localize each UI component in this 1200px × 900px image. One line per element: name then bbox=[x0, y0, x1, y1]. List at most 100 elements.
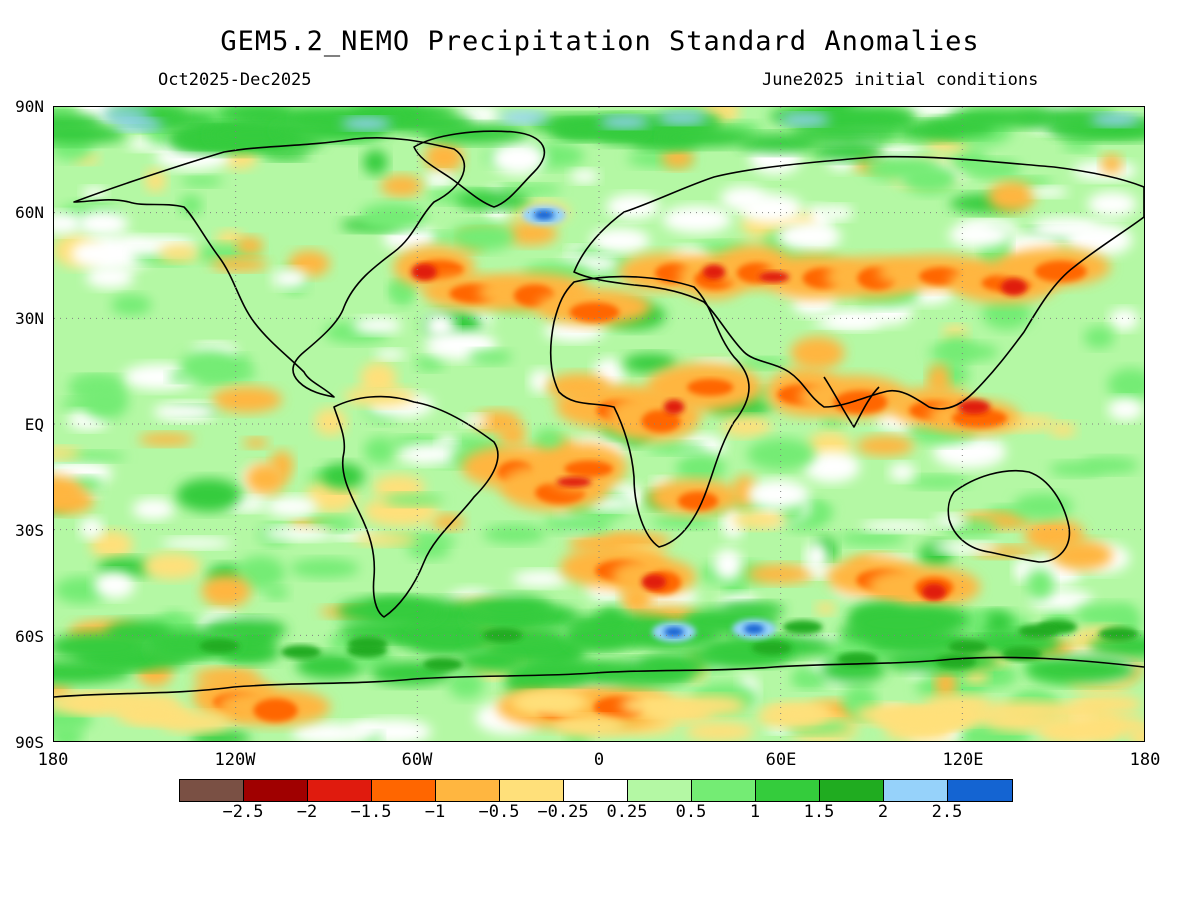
anomaly-patch bbox=[347, 636, 388, 651]
anomaly-patch bbox=[190, 730, 251, 741]
anomaly-patch bbox=[782, 620, 823, 635]
colorbar-swatch bbox=[948, 780, 1012, 801]
anomaly-patch bbox=[1029, 186, 1068, 198]
anomaly-patch bbox=[382, 113, 474, 134]
anomaly-patch bbox=[398, 443, 464, 465]
anomaly-patch bbox=[746, 564, 814, 584]
anomaly-patch bbox=[940, 335, 973, 363]
anomaly-patch bbox=[935, 514, 967, 529]
anomaly-patch bbox=[291, 722, 364, 741]
anomaly-patch bbox=[981, 297, 1032, 330]
anomaly-patch bbox=[352, 317, 402, 335]
coast-greenland bbox=[413, 130, 546, 208]
anomaly-patch bbox=[564, 460, 613, 478]
anomaly-map bbox=[53, 106, 1145, 742]
colorbar-swatch bbox=[692, 780, 756, 801]
anomaly-patch bbox=[180, 175, 223, 187]
anomaly-patch bbox=[201, 574, 251, 608]
anomaly-patch bbox=[795, 108, 915, 129]
anomaly-patch bbox=[482, 524, 547, 544]
anomaly-patch bbox=[713, 548, 743, 581]
anomaly-patch bbox=[1062, 137, 1096, 152]
anomaly-patch bbox=[468, 349, 513, 365]
anomaly-patch bbox=[392, 276, 414, 306]
colorbar-swatch bbox=[756, 780, 820, 801]
anomaly-patch bbox=[179, 194, 203, 216]
colorbar-tick-label: −2 bbox=[296, 802, 318, 822]
anomaly-patch bbox=[758, 271, 790, 283]
anomaly-patch bbox=[111, 294, 152, 316]
anomaly-patch bbox=[160, 712, 231, 733]
anomaly-patch bbox=[424, 171, 454, 188]
anomaly-patch bbox=[354, 533, 418, 546]
anomaly-patch bbox=[110, 692, 181, 713]
anomaly-patch bbox=[70, 239, 120, 268]
anomaly-patch bbox=[359, 202, 427, 230]
anomaly-patch bbox=[245, 462, 287, 495]
lon-label-60w: 60W bbox=[401, 750, 433, 770]
colorbar-tick-label: 1.5 bbox=[803, 802, 835, 822]
anomaly-patch bbox=[921, 583, 947, 601]
anomaly-patch bbox=[364, 436, 396, 465]
colorbar-tick-label: 0.25 bbox=[606, 802, 648, 822]
anomaly-patch bbox=[957, 399, 991, 415]
anomaly-patch bbox=[791, 670, 829, 689]
anomaly-patch bbox=[936, 654, 977, 669]
anomaly-patch bbox=[101, 109, 152, 122]
anomaly-patch bbox=[664, 627, 684, 637]
anomaly-patch bbox=[1036, 720, 1107, 741]
anomaly-patch bbox=[374, 349, 406, 360]
lat-label-60n: 60N bbox=[15, 203, 44, 222]
anomaly-patch bbox=[543, 515, 612, 534]
anomaly-patch bbox=[202, 618, 287, 643]
anomaly-patch bbox=[805, 542, 828, 572]
anomaly-patch bbox=[821, 416, 844, 430]
anomaly-patch bbox=[1072, 694, 1143, 715]
anomaly-patch bbox=[243, 437, 269, 449]
anomaly-patch bbox=[1109, 308, 1139, 331]
anomaly-patch bbox=[565, 623, 629, 651]
anomaly-patch bbox=[1083, 326, 1115, 349]
anomaly-patch bbox=[1018, 624, 1059, 639]
anomaly-patch bbox=[54, 212, 84, 235]
colorbar bbox=[179, 779, 1013, 802]
lon-label-120e: 120E bbox=[942, 750, 984, 770]
anomaly-patch bbox=[661, 147, 694, 169]
anomaly-patch bbox=[1012, 493, 1073, 520]
lat-label-90n: 90N bbox=[15, 97, 44, 116]
anomaly-patch bbox=[739, 193, 803, 224]
lat-label-30n: 30N bbox=[15, 309, 44, 328]
anomaly-patch bbox=[148, 639, 216, 661]
anomaly-patch bbox=[210, 257, 269, 272]
colorbar-tick-label: 2.5 bbox=[931, 802, 963, 822]
anomaly-patch bbox=[499, 423, 527, 446]
anomaly-patch bbox=[407, 538, 451, 560]
anomaly-patch bbox=[360, 362, 397, 395]
anomaly-patch bbox=[684, 721, 755, 741]
anomaly-patch bbox=[606, 194, 660, 220]
anomaly-patch bbox=[113, 118, 164, 131]
anomaly-patch bbox=[1088, 634, 1144, 658]
anomaly-patch bbox=[646, 442, 707, 455]
anomaly-patch bbox=[659, 127, 753, 148]
anomaly-patch bbox=[76, 210, 129, 237]
anomaly-patch bbox=[503, 221, 558, 246]
anomaly-patch bbox=[815, 601, 836, 615]
lon-label-180e: 180 bbox=[1129, 750, 1161, 770]
anomaly-patch bbox=[763, 701, 834, 722]
anomaly-patch bbox=[935, 669, 957, 699]
anomaly-patch bbox=[733, 357, 789, 370]
lon-label-120w: 120W bbox=[214, 750, 256, 770]
anomaly-patch bbox=[123, 363, 196, 390]
colorbar-tick-label: −0.25 bbox=[537, 802, 589, 822]
colorbar-swatch bbox=[244, 780, 308, 801]
anomaly-patch bbox=[663, 399, 685, 415]
coast-india bbox=[823, 376, 880, 428]
anomaly-patch bbox=[777, 221, 841, 252]
anomaly-patch bbox=[1107, 397, 1144, 421]
coast-south-america bbox=[333, 395, 499, 618]
anomaly-patch bbox=[199, 639, 240, 654]
anomaly-patch bbox=[744, 624, 764, 634]
anomaly-patch bbox=[951, 408, 1008, 428]
anomaly-patch bbox=[641, 574, 667, 590]
